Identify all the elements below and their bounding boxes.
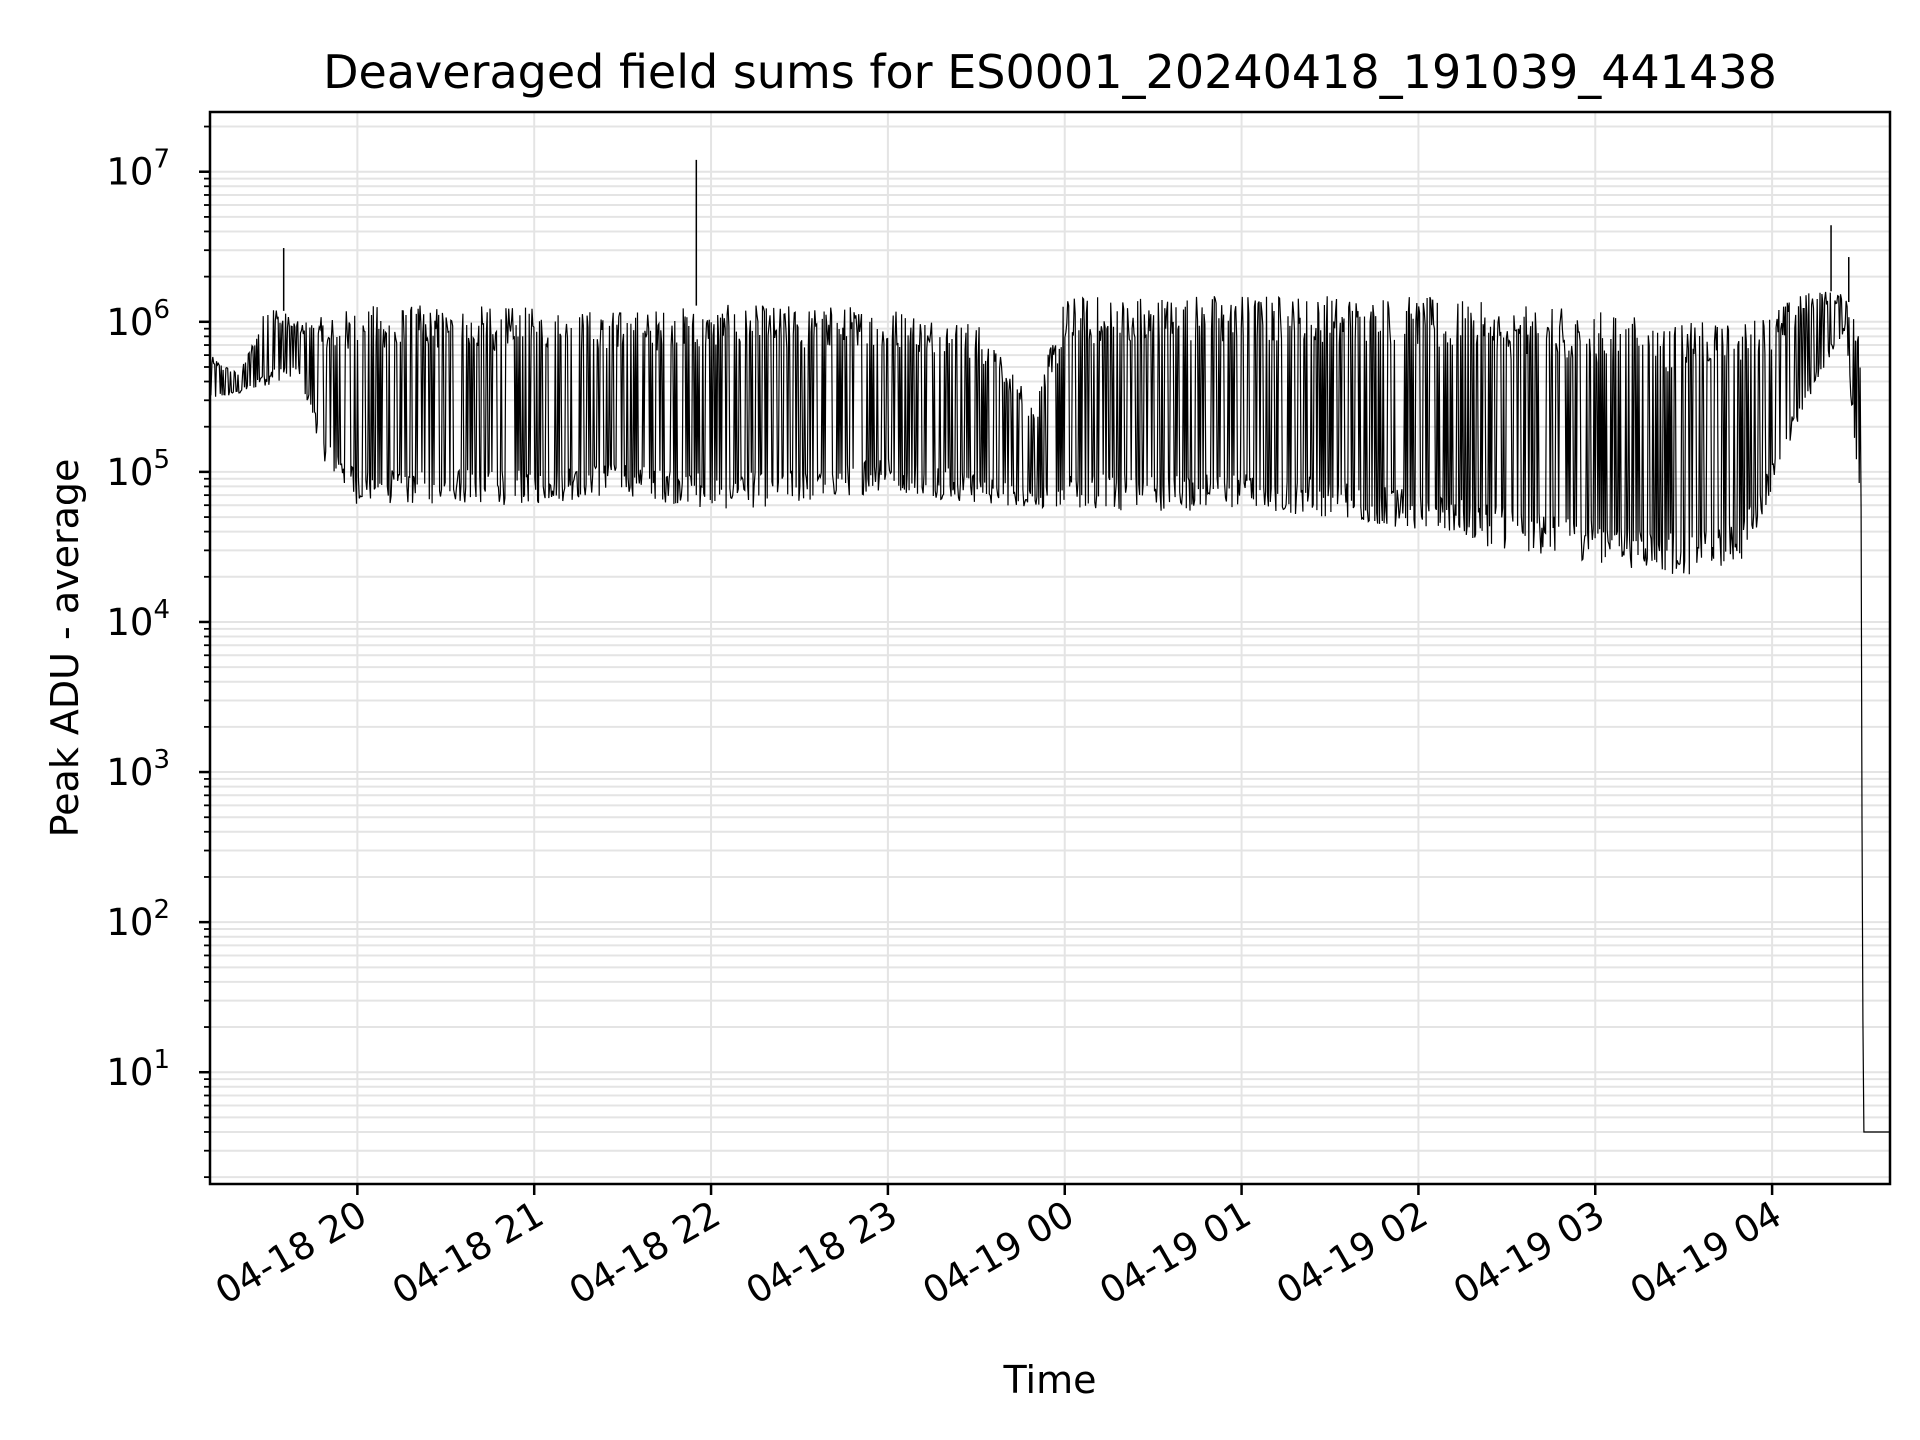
plot-area [209,159,1890,1133]
chart-title: Deaveraged field sums for ES0001_2024041… [323,45,1777,99]
y-tick-label: 104 [106,595,170,644]
data-line [209,291,1890,1133]
y-tick-label: 106 [106,295,170,344]
y-tick-label: 102 [106,895,170,944]
plot-frame [208,110,1892,1186]
y-axis: 101 102 103 104 105 106 107 [106,125,210,1179]
y-tick-label: 107 [106,145,170,194]
y-tick-label: 103 [106,745,170,794]
y-tick-label: 101 [106,1045,170,1094]
x-axis-label: Time [1003,1358,1097,1402]
y-axis-label: Peak ADU - average [43,459,87,838]
y-tick-label: 105 [106,445,170,494]
grid [210,112,1890,1184]
